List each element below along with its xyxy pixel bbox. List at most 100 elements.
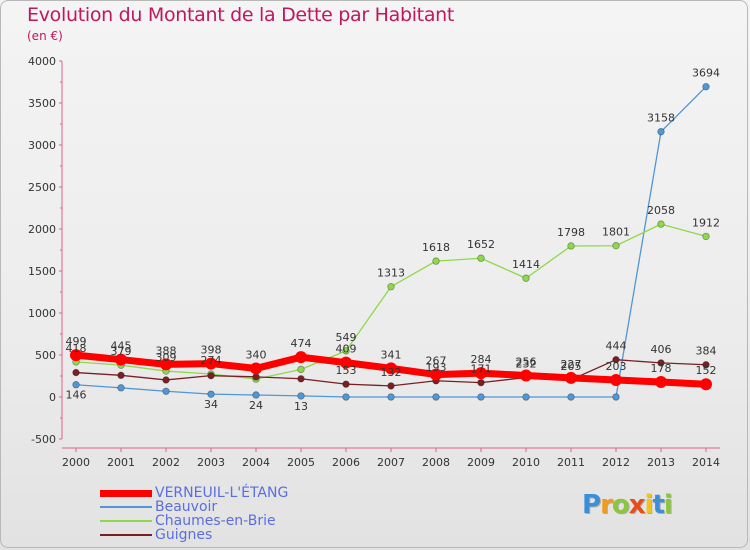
series-point-0 (70, 349, 82, 362)
series-point-0 (610, 373, 622, 386)
series-point-3 (207, 371, 215, 380)
x-tick-label: 2004 (242, 456, 270, 469)
x-tick-label: 2002 (152, 456, 180, 469)
series-point-1 (162, 387, 170, 395)
data-label: 274 (201, 354, 222, 367)
x-tick-label: 2012 (602, 456, 630, 469)
legend-label: Chaumes-en-Brie (155, 513, 276, 529)
x-tick-label: 2008 (422, 456, 450, 469)
series-point-2 (432, 257, 440, 265)
data-label: 193 (426, 361, 447, 374)
data-label: 256 (516, 355, 537, 368)
data-label: 205 (561, 360, 582, 373)
data-label: 24 (249, 399, 263, 412)
logo-letter: o (611, 490, 630, 520)
logo-letter: i (663, 490, 673, 520)
y-tick-label: 3500 (28, 97, 56, 110)
series-point-1 (522, 393, 530, 401)
series-point-1 (657, 128, 665, 136)
data-label: 1801 (602, 226, 630, 239)
series-point-3 (162, 376, 170, 384)
x-tick-label: 2011 (557, 456, 585, 469)
legend-label: Beauvoir (155, 499, 218, 515)
x-tick-label: 2005 (287, 456, 315, 469)
series-point-0 (430, 368, 442, 381)
data-label: 171 (471, 363, 492, 376)
data-label: 418 (66, 342, 87, 355)
data-label: 341 (381, 348, 402, 361)
series-point-0 (475, 367, 487, 380)
series-point-0 (520, 369, 532, 382)
series-point-0 (115, 353, 127, 366)
series-point-2 (567, 242, 575, 250)
chart-subtitle: (en €) (27, 29, 63, 43)
series-point-1 (72, 381, 80, 389)
y-tick-label: 2500 (28, 181, 56, 194)
series-point-1 (117, 384, 125, 392)
series-point-2 (522, 274, 530, 282)
y-tick-label: 3000 (28, 139, 56, 152)
y-tick-label: -500 (31, 433, 56, 446)
data-label: 1798 (557, 226, 585, 239)
data-label: 445 (111, 340, 132, 353)
series-point-3 (657, 359, 665, 367)
proxiti-logo: Proxiti (582, 490, 673, 520)
series-point-3 (477, 378, 485, 387)
data-label: 549 (336, 331, 357, 344)
series-point-1 (702, 83, 710, 91)
y-tick-label: 1000 (28, 307, 56, 320)
series-point-1 (207, 390, 215, 398)
data-label: 444 (606, 340, 627, 353)
series-point-3 (252, 373, 260, 381)
data-label: 13 (294, 400, 308, 413)
data-label: 406 (651, 343, 672, 356)
series-point-1 (297, 392, 305, 400)
data-label: 309 (156, 351, 177, 364)
data-label: 409 (336, 343, 357, 356)
y-tick-label: 500 (35, 349, 56, 362)
y-tick-label: 2000 (28, 223, 56, 236)
series-point-1 (567, 393, 575, 401)
x-tick-label: 2009 (467, 456, 495, 469)
data-label: 1652 (467, 238, 495, 251)
data-label: 132 (381, 366, 402, 379)
series-point-2 (702, 232, 710, 241)
series-point-0 (205, 357, 217, 370)
legend-swatch (100, 489, 152, 497)
data-label: 267 (426, 355, 447, 368)
data-label: 2058 (647, 204, 675, 217)
legend-swatch (100, 534, 152, 536)
x-tick-label: 2013 (647, 456, 675, 469)
series-point-2 (477, 254, 485, 262)
series-point-3 (72, 368, 80, 377)
legend-label: Guignes (155, 527, 213, 543)
series-point-0 (700, 378, 712, 391)
data-label: 384 (696, 345, 717, 358)
data-label: 3694 (692, 67, 720, 80)
series-point-1 (342, 393, 350, 401)
series-point-1 (387, 393, 395, 401)
x-tick-label: 2007 (377, 456, 405, 469)
series-point-1 (612, 393, 620, 401)
logo-letter: t (652, 490, 664, 520)
logo-letter: P (582, 490, 601, 520)
x-tick-label: 2001 (107, 456, 135, 469)
data-label: 474 (291, 337, 312, 350)
data-label: 153 (336, 364, 357, 377)
series-point-1 (477, 393, 485, 401)
series-point-0 (340, 356, 352, 369)
legend-swatch (100, 520, 152, 522)
legend-swatch (100, 506, 152, 508)
series-point-0 (160, 358, 172, 371)
series-point-0 (250, 362, 262, 375)
data-label: 340 (246, 348, 267, 361)
x-tick-label: 2003 (197, 456, 225, 469)
series-point-3 (612, 356, 620, 364)
data-label: 232 (516, 358, 537, 371)
series-point-0 (295, 351, 307, 364)
series-point-2 (612, 242, 620, 250)
data-label: 1912 (692, 216, 720, 229)
y-tick-label: 0 (49, 391, 56, 404)
logo-letter: r (600, 490, 613, 520)
